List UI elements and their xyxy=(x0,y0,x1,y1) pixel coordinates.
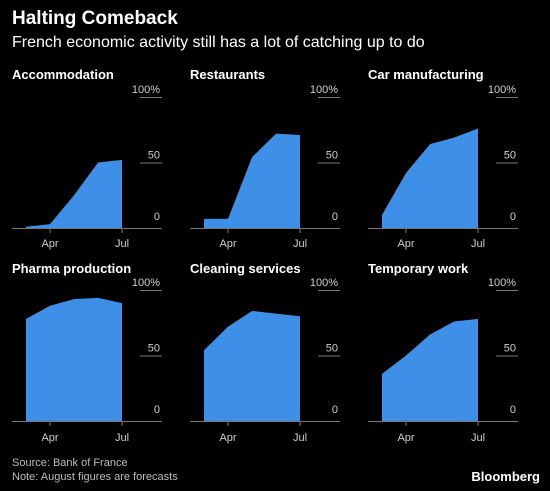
area-series xyxy=(26,159,122,228)
bloomberg-logo: Bloomberg xyxy=(471,469,540,484)
x-tick-label: Jul xyxy=(471,432,485,444)
y-tick-label: 100% xyxy=(488,84,516,96)
panel-restaurants: Restaurants 0 50 100% Apr Jul xyxy=(190,67,340,250)
y-tick-label: 100% xyxy=(310,84,338,96)
chart-subtitle: French economic activity still has a lot… xyxy=(12,34,425,51)
y-tick-label: 100% xyxy=(132,84,160,96)
panel-title: Temporary work xyxy=(368,261,469,276)
x-tick-label: Apr xyxy=(397,432,414,444)
panel-pharma-production: Pharma production 0 50 100% Apr Jul xyxy=(12,261,162,444)
panel-temporary-work: Temporary work 0 50 100% Apr Jul xyxy=(368,261,518,444)
panel-title: Cleaning services xyxy=(190,261,301,276)
x-tick-label: Jul xyxy=(471,238,485,250)
panel-title: Car manufacturing xyxy=(368,67,484,82)
area-series xyxy=(204,310,300,421)
y-tick-label: 0 xyxy=(510,404,516,416)
panel-title: Accommodation xyxy=(12,67,114,82)
x-tick-label: Apr xyxy=(219,238,236,250)
area-series xyxy=(26,297,122,421)
panel-cleaning-services: Cleaning services 0 50 100% Apr Jul xyxy=(190,261,340,444)
forecast-note: Note: August figures are forecasts xyxy=(12,471,178,483)
y-tick-label: 50 xyxy=(504,150,516,162)
x-tick-label: Jul xyxy=(115,432,129,444)
area-series xyxy=(382,128,478,228)
panel-title: Pharma production xyxy=(12,261,131,276)
panel-car-manufacturing: Car manufacturing 0 50 100% Apr Jul xyxy=(368,67,518,250)
chart-title: Halting Comeback xyxy=(12,8,178,29)
y-tick-label: 0 xyxy=(154,404,160,416)
x-tick-label: Jul xyxy=(115,238,129,250)
y-tick-label: 0 xyxy=(154,211,160,223)
x-tick-label: Apr xyxy=(41,432,58,444)
y-tick-label: 50 xyxy=(326,150,338,162)
y-tick-label: 0 xyxy=(510,211,516,223)
y-tick-label: 100% xyxy=(132,277,160,289)
y-tick-label: 50 xyxy=(504,343,516,355)
y-tick-label: 0 xyxy=(332,404,338,416)
y-tick-label: 50 xyxy=(148,150,160,162)
x-tick-label: Apr xyxy=(219,432,236,444)
x-tick-label: Apr xyxy=(41,238,58,250)
y-tick-label: 100% xyxy=(310,277,338,289)
panel-title: Restaurants xyxy=(190,67,265,82)
y-tick-label: 100% xyxy=(488,277,516,289)
x-tick-label: Jul xyxy=(293,432,307,444)
area-series xyxy=(382,318,478,421)
source-note: Source: Bank of France xyxy=(12,457,128,469)
x-tick-label: Jul xyxy=(293,238,307,250)
panel-accommodation: Accommodation 0 50 100% Apr Jul xyxy=(12,67,162,250)
x-tick-label: Apr xyxy=(397,238,414,250)
y-tick-label: 0 xyxy=(332,211,338,223)
y-tick-label: 50 xyxy=(326,343,338,355)
y-tick-label: 50 xyxy=(148,343,160,355)
area-series xyxy=(204,133,300,228)
